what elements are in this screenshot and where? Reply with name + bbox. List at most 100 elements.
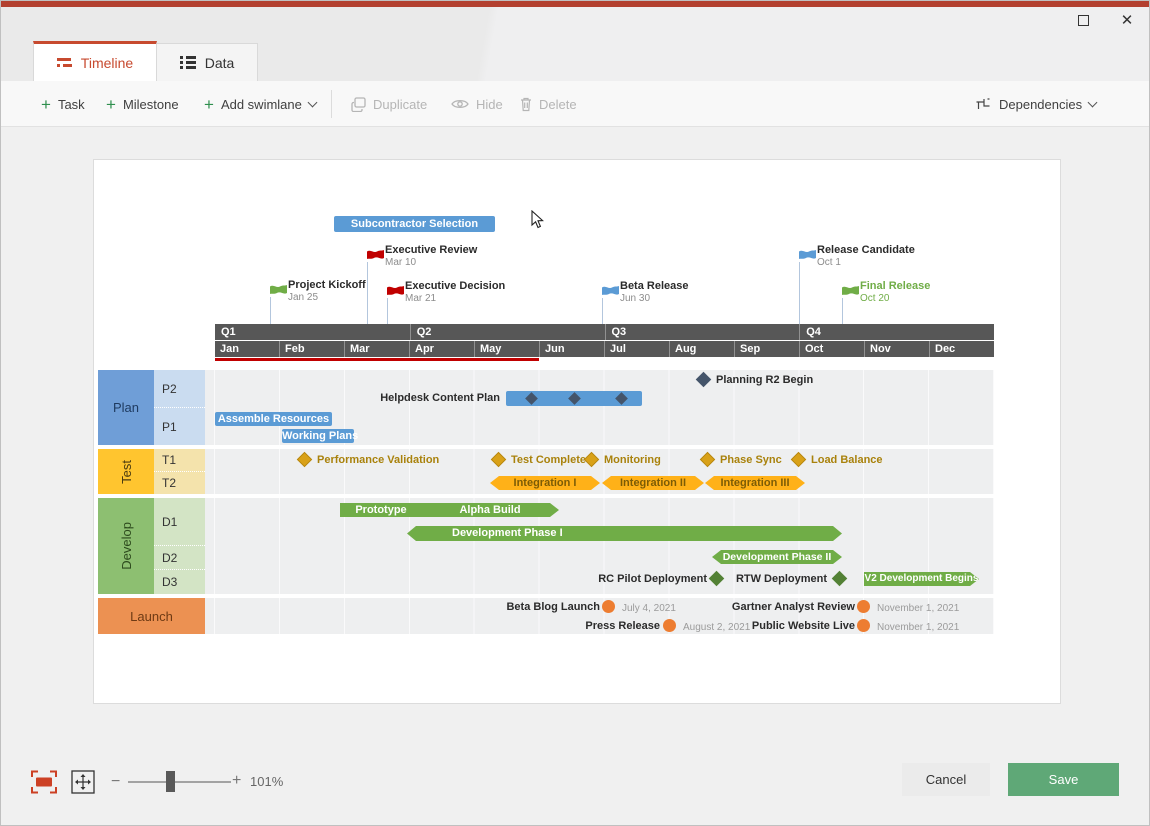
tab-data-label: Data [204,54,235,71]
pan-button[interactable] [71,770,95,794]
month-cell: Dec [929,341,994,357]
flag-icon-green[interactable] [842,285,859,299]
trash-icon [521,97,531,111]
save-button[interactable]: Save [1008,763,1119,796]
row-label[interactable]: T1 [162,453,177,467]
chevron-down-icon [307,97,318,107]
flag-icon-blue[interactable] [799,249,816,263]
milestone-label[interactable]: Beta Release [620,280,689,292]
flag-icon-green[interactable] [270,284,287,298]
tab-timeline[interactable]: Timeline [33,41,157,81]
add-swimlane-label: Add swimlane [220,96,302,112]
milestone-label[interactable]: Gartner Analyst Review [731,601,855,613]
swimlane-plot-develop [205,498,994,594]
milestone-label[interactable]: Project Kickoff [288,279,366,291]
milestone-label[interactable]: RC Pilot Deployment [598,573,707,585]
duplicate-icon [351,96,366,112]
milestone-label[interactable]: Press Release [585,620,660,632]
add-milestone-button[interactable]: + Milestone [106,81,179,127]
task-bar-helpdesk[interactable] [506,391,642,406]
zoom-in-button[interactable]: + [232,772,242,789]
swimlane-label-launch[interactable]: Launch [98,598,205,634]
milestone-label[interactable]: Monitoring [604,454,661,466]
swimlane-rows-plan: P2 P1 [154,370,205,445]
fit-to-slide-button[interactable] [31,770,57,794]
row-label[interactable]: D2 [154,545,205,569]
milestone-date: Oct 1 [817,257,841,268]
task-label[interactable]: Helpdesk Content Plan [380,392,500,404]
swimlane-label-develop[interactable]: Develop [98,498,154,594]
milestone-dot[interactable] [602,600,615,613]
dependencies-button[interactable]: Dependencies [975,81,1098,127]
milestone-label[interactable]: Executive Review [385,244,478,256]
add-task-button[interactable]: + Task [41,81,85,127]
task-bar-prototype-alpha[interactable]: Prototype Alpha Build [340,503,559,517]
row-label[interactable]: P2 [162,381,177,396]
task-bar-integration-2[interactable]: Integration II [602,476,704,490]
close-button[interactable]: ✕ [1116,10,1138,30]
titlebar-accent [1,1,1149,7]
task-bar-v2-development[interactable]: V2 Development Begins [864,573,979,584]
zoom-slider-handle[interactable] [166,771,175,792]
milestone-label[interactable]: Phase Sync [720,454,782,466]
task-bar-subcontractor-selection[interactable]: Subcontractor Selection [334,216,495,232]
task-bar-assemble-resources[interactable]: Assemble Resources [215,412,332,426]
quarter-cell: Q2 [409,324,605,340]
zoom-out-button[interactable]: − [111,773,121,790]
flag-icon-red[interactable] [367,249,384,263]
milestone-dot[interactable] [663,619,676,632]
inline-diamond [615,392,628,405]
swimlane-label-plan[interactable]: Plan [98,370,154,445]
month-cell: Feb [279,341,344,357]
inline-diamond [568,392,581,405]
task-label: Task [57,96,85,112]
cancel-button[interactable]: Cancel [902,763,990,796]
milestone-label[interactable]: Planning R2 Begin [716,374,814,386]
task-bar-development-phase-1[interactable]: Development Phase I [407,526,842,541]
row-label[interactable]: T2 [154,471,205,494]
plus-icon: + [41,94,51,114]
milestone-date: Jan 25 [288,292,319,303]
tab-data[interactable]: Data [157,43,258,81]
milestone-label[interactable]: Executive Decision [405,280,506,292]
row-label[interactable]: D1 [162,514,178,529]
maximize-button[interactable] [1072,10,1094,30]
milestone-date: Mar 10 [385,257,417,268]
milestone-label[interactable]: Performance Validation [317,454,440,466]
milestone-label[interactable]: Public Website Live [751,620,855,632]
task-bar-integration-1[interactable]: Integration I [490,476,600,490]
task-bar-integration-3[interactable]: Integration III [705,476,805,490]
task-bar-development-phase-2[interactable]: Development Phase II [712,550,842,564]
quarter-cell: Q1 [221,326,236,338]
milestone-label[interactable]: RTW Deployment [735,573,827,585]
flag-icon-red[interactable] [387,285,404,299]
milestone-stem [270,297,271,324]
milestone-dot[interactable] [857,619,870,632]
row-label[interactable]: D3 [154,569,205,594]
mouse-cursor [531,210,544,229]
month-cell: Apr [409,341,474,357]
timeline-canvas: Subcontractor Selection Project Kickoff … [93,159,1061,704]
milestone-label[interactable]: Load Balance [811,454,883,466]
swimlane-label-test[interactable]: Test [98,449,154,494]
flag-icon-blue[interactable] [602,285,619,299]
month-cell: Jun [539,341,604,357]
delete-button[interactable]: Delete [520,81,577,127]
milestone-dot[interactable] [857,600,870,613]
duplicate-button[interactable]: Duplicate [351,81,427,127]
add-swimlane-button[interactable]: + Add swimlane [204,81,318,127]
row-label[interactable]: P1 [154,407,205,445]
plus-icon: + [204,94,214,114]
toolbar: + Task + Milestone + Add swimlane Duplic… [1,81,1149,127]
milestone-label[interactable]: Beta Blog Launch [506,601,600,613]
zoom-slider-track[interactable] [128,781,231,783]
milestone-date: November 1, 2021 [877,622,960,633]
month-cell: Aug [669,341,734,357]
milestone-label[interactable]: Final Release [860,280,931,292]
hide-button[interactable]: Hide [451,81,503,127]
task-bar-working-plans[interactable]: Working Plans [282,429,359,443]
milestone-label[interactable]: Test Complete [511,454,586,466]
month-cell: Sep [734,341,799,357]
milestone-label[interactable]: Release Candidate [817,244,915,256]
milestone-stem [367,262,368,324]
